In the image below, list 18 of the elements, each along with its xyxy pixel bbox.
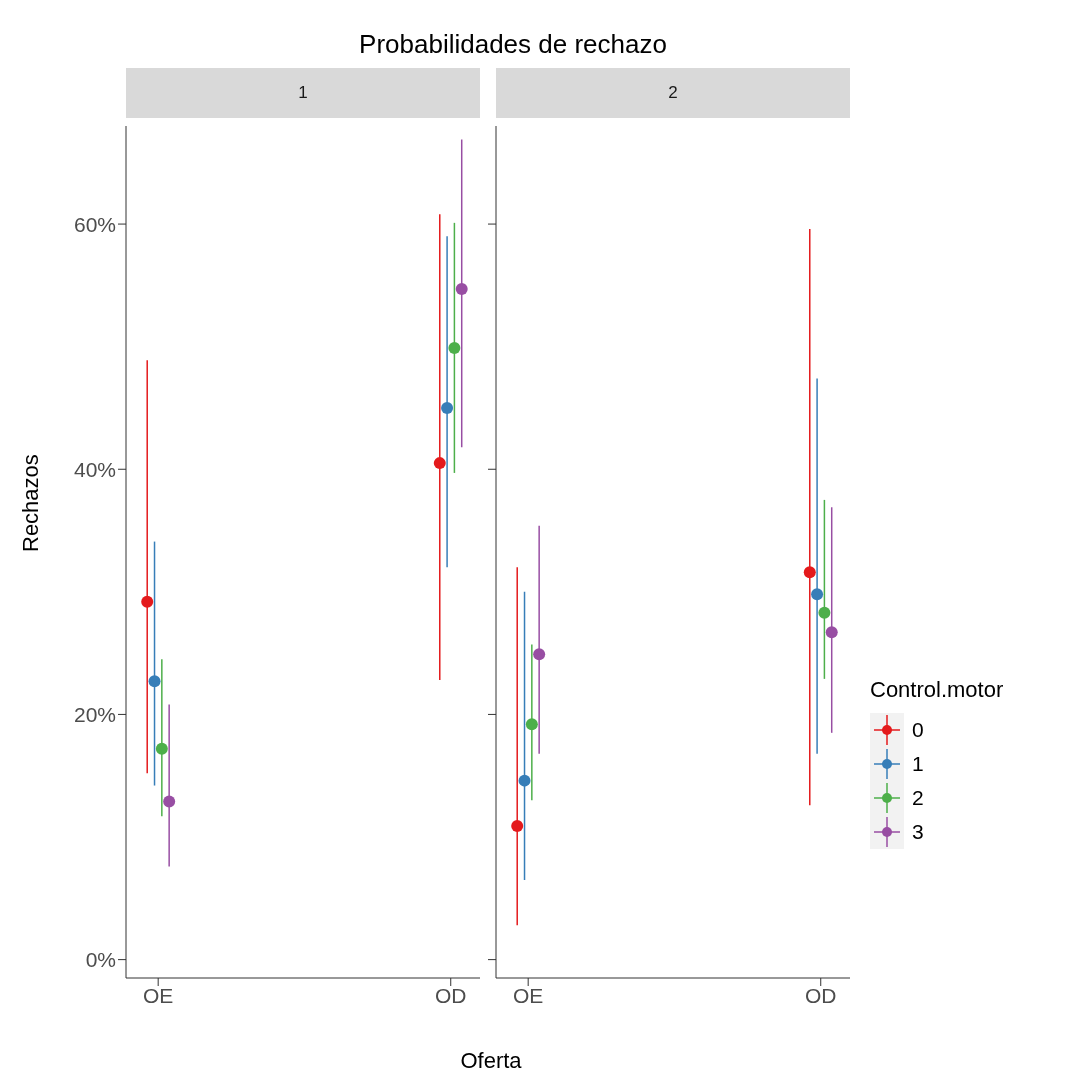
chart-subtitle: 1 [126, 68, 480, 118]
y-tick-label: 0% [85, 948, 116, 972]
y-tick-label: 60% [73, 212, 116, 236]
y-tick-label: 40% [73, 457, 116, 481]
x-tick-label: OD [804, 983, 837, 1007]
legend-title: Control.motor [870, 677, 1004, 703]
x-tick-label: OD [434, 983, 467, 1007]
chart-subtitle: 2 [496, 68, 850, 118]
legend-label: 0 [912, 718, 924, 742]
y-tick-label: 20% [73, 702, 116, 726]
x-axis-title: Oferta [459, 1048, 523, 1074]
x-tick-label: OE [143, 983, 174, 1007]
legend-label: 1 [912, 752, 924, 776]
x-tick-label: OE [513, 983, 544, 1007]
legend-label: 3 [912, 820, 924, 844]
chart-title: Probabilidades de rechazo [359, 29, 667, 60]
legend-label: 2 [912, 786, 924, 810]
y-axis-title: Rechazos [17, 454, 43, 552]
